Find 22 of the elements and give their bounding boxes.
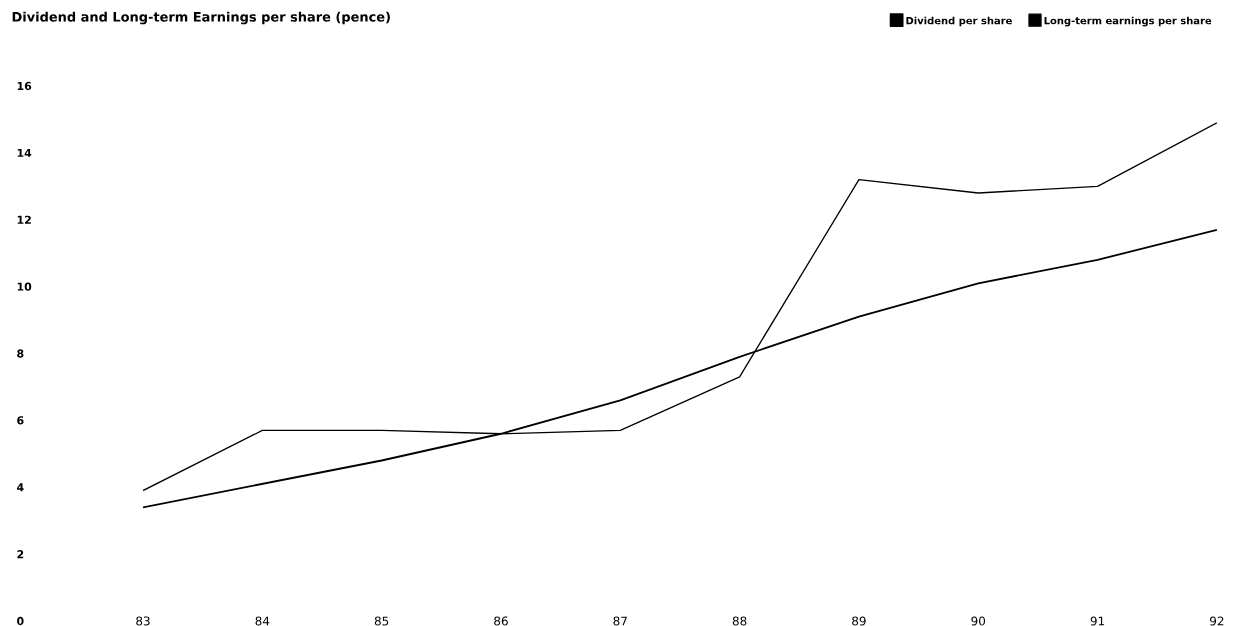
y-tick-label: 16 [17, 81, 32, 91]
legend-label: Dividend per share [906, 16, 1012, 27]
y-tick-label: 4 [17, 483, 24, 492]
x-tick-label: 83 [136, 616, 150, 626]
y-tick-label: 14 [17, 148, 32, 157]
y-tick-label: 6 [17, 416, 24, 425]
x-tick-label: 86 [494, 616, 508, 626]
y-tick-label: 0 [17, 616, 24, 626]
x-tick-label: 88 [732, 616, 747, 626]
chart-title: Dividend and Long-term Earnings per share (pence) [12, 11, 390, 25]
y-tick-label: 2 [17, 550, 24, 559]
x-tick-label: 87 [613, 616, 627, 626]
x-tick-label: 85 [374, 616, 389, 626]
y-tick-label: 8 [17, 349, 24, 358]
x-tick-label: 89 [852, 616, 866, 626]
x-tick-label: 91 [1090, 616, 1105, 626]
y-tick-label: 10 [17, 282, 32, 291]
legend-label: Long-term earnings per share [1044, 16, 1212, 27]
x-tick-label: 90 [971, 616, 986, 626]
x-tick-label: 84 [255, 616, 270, 626]
y-tick-label: 12 [17, 215, 31, 224]
x-tick-label: 92 [1210, 616, 1224, 626]
